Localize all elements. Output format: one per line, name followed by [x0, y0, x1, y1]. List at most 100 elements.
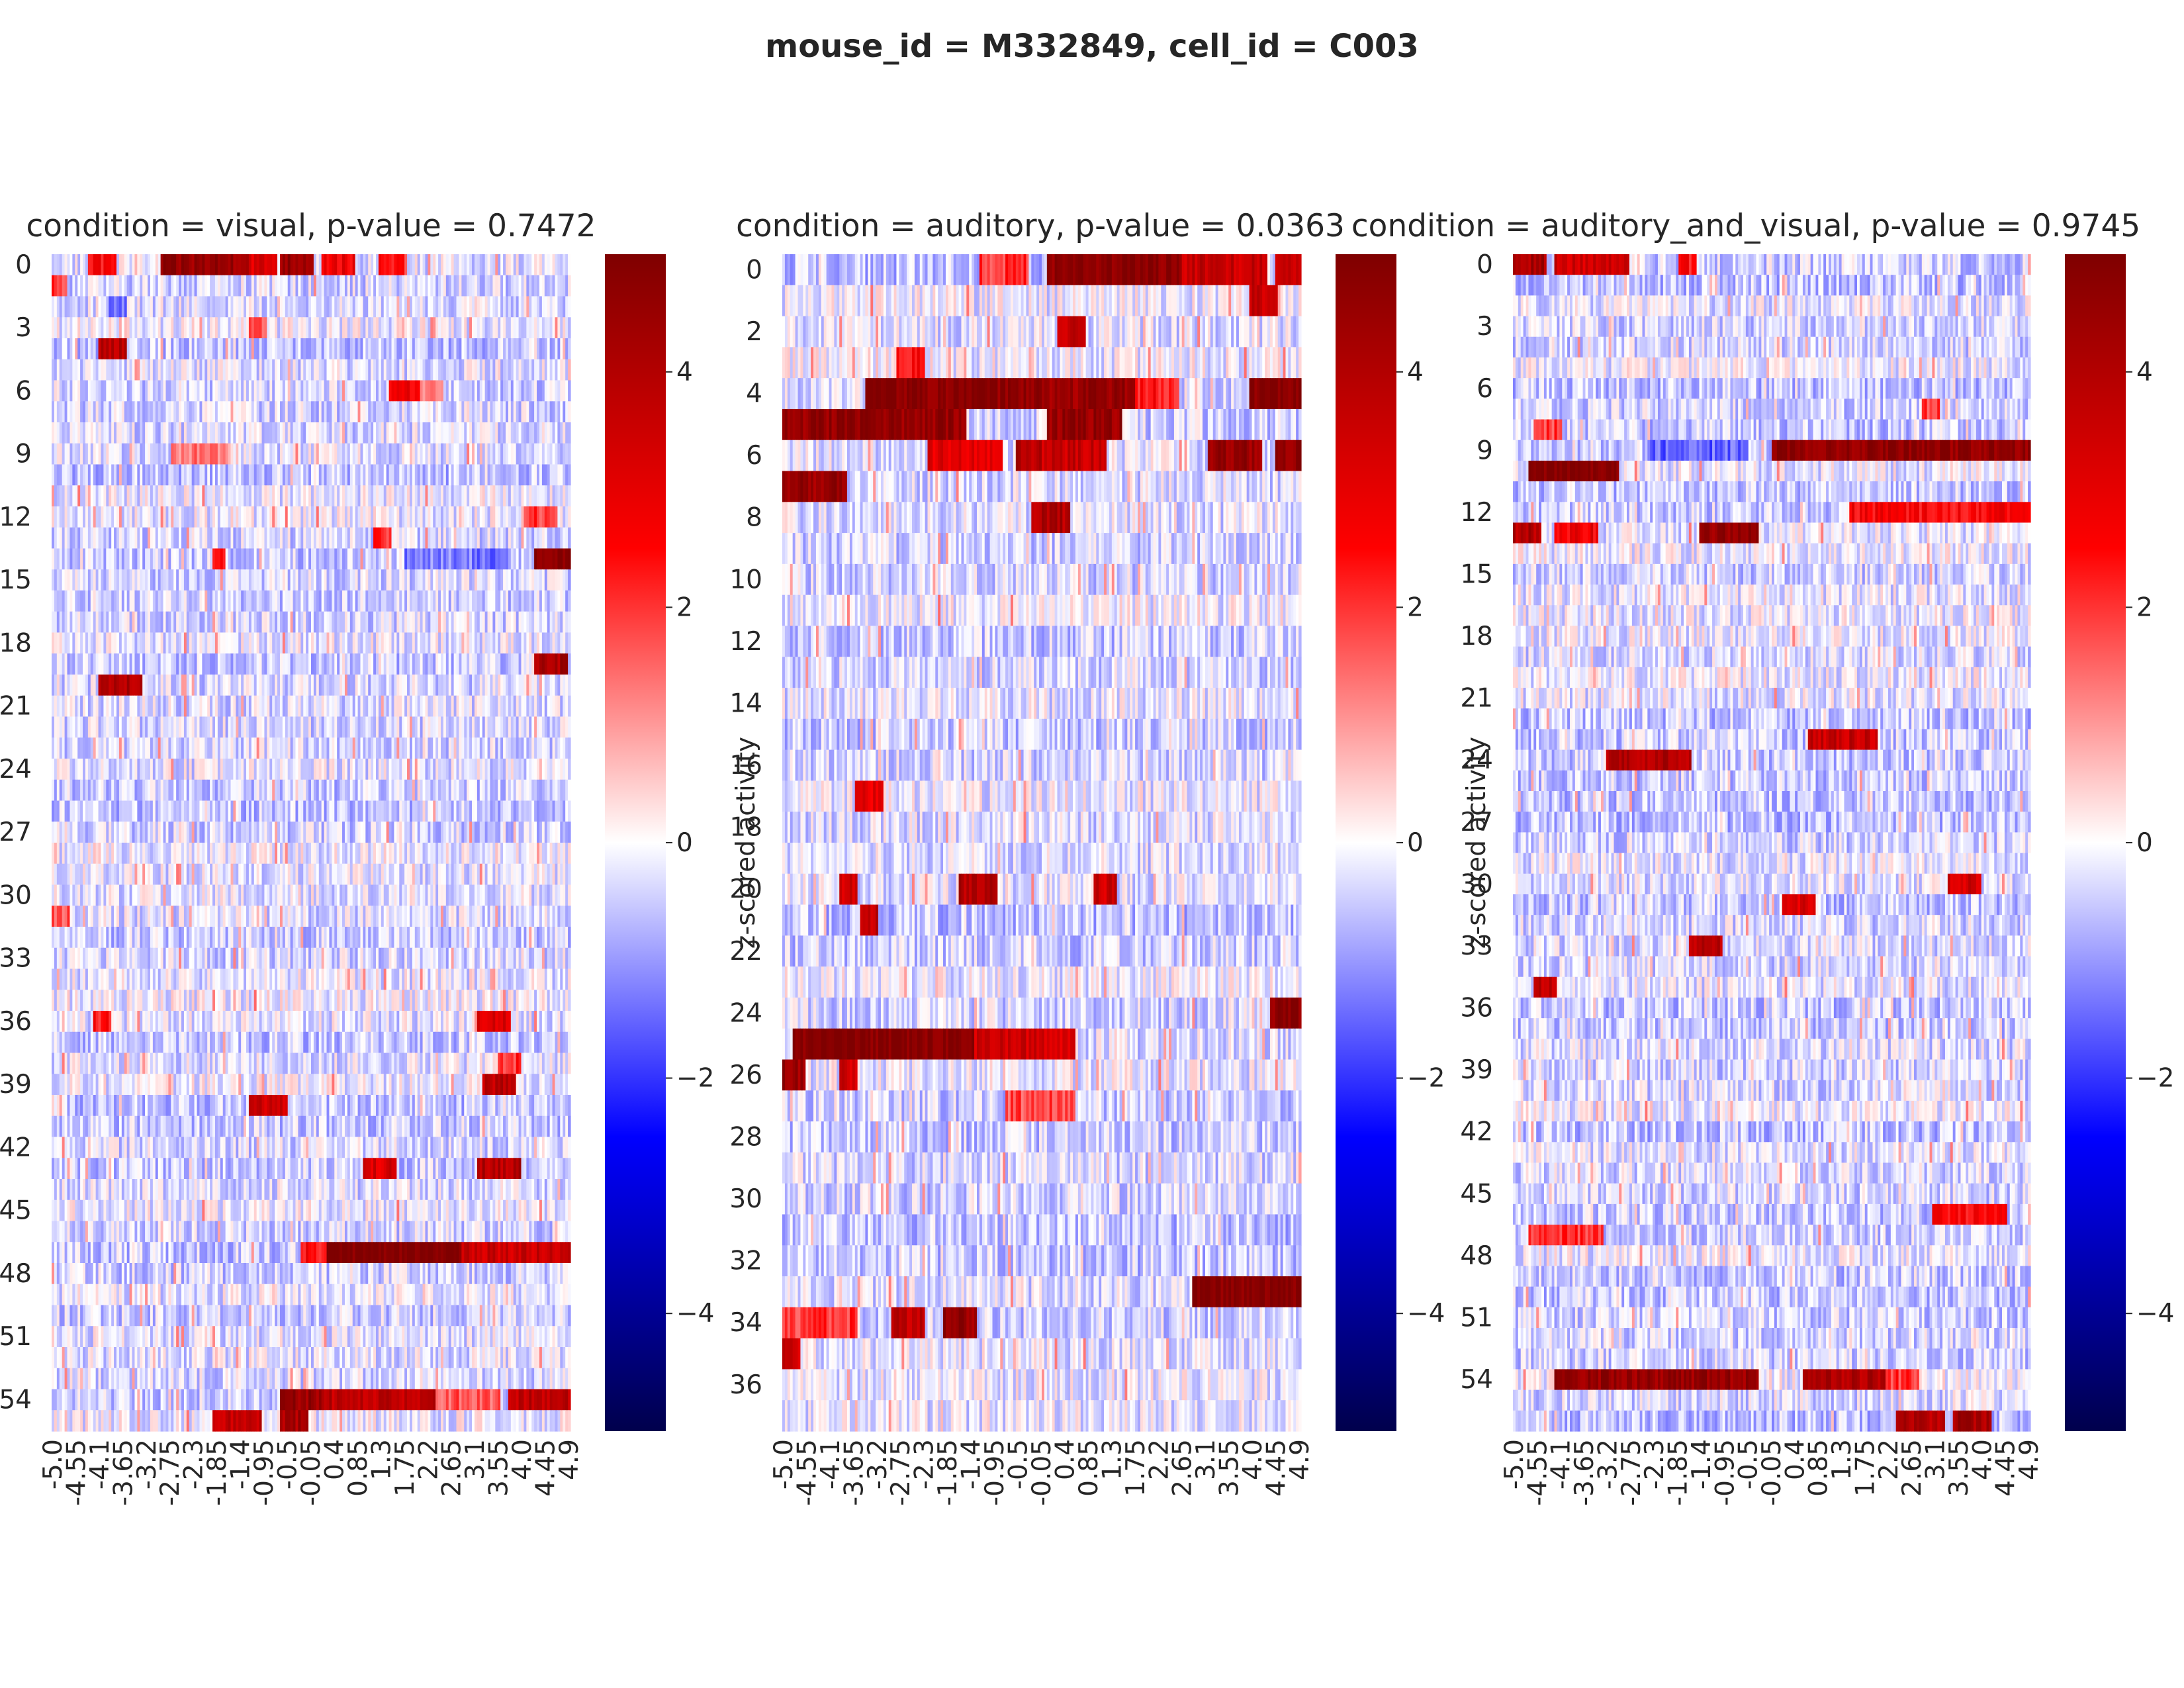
heatmap-cell [368, 675, 371, 696]
heatmap-cell [404, 506, 408, 528]
heatmap-cell [72, 338, 75, 359]
heatmap-cell [402, 737, 405, 759]
heatmap-cell [565, 254, 569, 275]
panel-visual: condition = visual, p-value = 0.7472 036… [0, 208, 715, 1506]
heatmap-cell [365, 254, 369, 275]
heatmap-cell [358, 653, 361, 675]
heatmap-cell [215, 717, 218, 738]
heatmap-cell [446, 696, 449, 717]
heatmap-cell [69, 359, 73, 381]
heatmap-cell [329, 254, 332, 275]
heatmap-cell [534, 696, 537, 717]
heatmap-cell [376, 549, 379, 570]
heatmap-cell [438, 759, 441, 780]
heatmap-cell [506, 759, 509, 780]
heatmap-cell [68, 381, 71, 402]
heatmap-cell [158, 675, 161, 696]
heatmap-cell [420, 549, 424, 570]
heatmap-cell [269, 465, 273, 486]
heatmap-cell [168, 653, 171, 675]
heatmap-cell [251, 275, 255, 297]
heatmap-cell [114, 633, 117, 654]
heatmap-cell [220, 465, 224, 486]
heatmap-cell [311, 675, 314, 696]
heatmap-cell [467, 275, 470, 297]
heatmap-cell [285, 590, 289, 612]
heatmap-cell [365, 465, 369, 486]
heatmap-cell [477, 444, 480, 465]
heatmap-cell [54, 717, 58, 738]
heatmap-cell [150, 653, 154, 675]
heatmap-cell [77, 717, 81, 738]
heatmap-cell [184, 338, 187, 359]
heatmap-cell [298, 590, 301, 612]
heatmap-cell [446, 569, 449, 590]
heatmap-cell [526, 653, 529, 675]
heatmap-cell [514, 717, 517, 738]
heatmap-cell [311, 590, 314, 612]
heatmap-cell [158, 633, 161, 654]
heatmap-cell [547, 549, 551, 570]
heatmap-cell [316, 528, 320, 549]
heatmap-cell [283, 675, 286, 696]
heatmap-cell [184, 633, 187, 654]
heatmap-cell [443, 297, 447, 318]
heatmap-cell [116, 444, 120, 465]
heatmap-cell [262, 254, 265, 275]
heatmap-cell [77, 422, 81, 444]
heatmap-cell [54, 549, 58, 570]
heatmap-cell [490, 633, 493, 654]
heatmap-cell [503, 275, 506, 297]
heatmap-cell [60, 422, 63, 444]
heatmap-cell [319, 737, 322, 759]
heatmap-cell [353, 759, 356, 780]
heatmap-cell [342, 359, 345, 381]
heatmap-cell [545, 506, 548, 528]
heatmap-cell [415, 506, 418, 528]
heatmap-cell [363, 717, 366, 738]
heatmap-cell [62, 737, 66, 759]
heatmap-cell [563, 675, 566, 696]
heatmap-cell [342, 444, 345, 465]
heatmap-cell [99, 590, 102, 612]
heatmap-cell [257, 590, 260, 612]
heatmap-cell [547, 759, 551, 780]
heatmap-cell [319, 506, 322, 528]
heatmap-cell [269, 317, 273, 338]
heatmap-cell [249, 401, 252, 422]
heatmap-cell [495, 254, 498, 275]
heatmap-cell [298, 359, 301, 381]
heatmap-cell [363, 759, 366, 780]
heatmap-cell [103, 717, 107, 738]
heatmap-cell [295, 549, 298, 570]
heatmap-cell [557, 717, 561, 738]
heatmap-cell [428, 675, 431, 696]
heatmap-cell [399, 633, 402, 654]
heatmap-cell [420, 737, 424, 759]
heatmap-cell [254, 590, 257, 612]
heatmap-cell [560, 653, 563, 675]
heatmap-cell [560, 612, 563, 633]
heatmap-cell [516, 444, 520, 465]
heatmap-cell [534, 549, 537, 570]
heatmap-cell [363, 569, 366, 590]
heatmap-cell [223, 254, 226, 275]
heatmap-cell [503, 549, 506, 570]
heatmap-cell [358, 759, 361, 780]
heatmap-cell [316, 317, 320, 338]
heatmap-cell [163, 359, 167, 381]
heatmap-cell [189, 549, 193, 570]
heatmap-cell [358, 485, 361, 506]
heatmap-cell [449, 569, 452, 590]
heatmap-cell [350, 254, 353, 275]
heatmap-cell [96, 696, 99, 717]
heatmap-cell [285, 549, 289, 570]
heatmap-cell [109, 759, 112, 780]
heatmap-cell [262, 653, 265, 675]
heatmap-cell [454, 422, 457, 444]
heatmap-cell [490, 381, 493, 402]
heatmap-cell [130, 401, 133, 422]
heatmap-cell [195, 717, 198, 738]
heatmap-cell [404, 612, 408, 633]
heatmap-cell [179, 759, 182, 780]
